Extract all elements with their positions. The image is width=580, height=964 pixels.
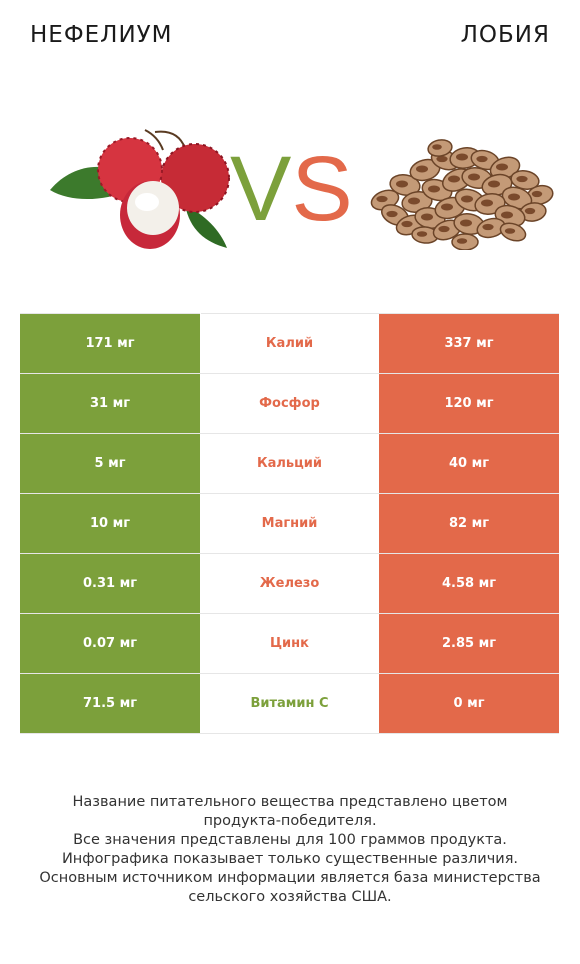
left-value: 5 мг: [20, 433, 201, 494]
footer-line: Инфографика показывает только существенн…: [61, 851, 519, 867]
nutrient-row: 5 мг Кальций 40 мг: [20, 433, 559, 494]
footer-line: сельского хозяйства США.: [188, 889, 392, 905]
nutrient-name: Цинк: [200, 613, 379, 674]
lychee-image: [50, 129, 230, 249]
footer-note: Название питательного вещества представл…: [20, 793, 560, 907]
comparison-table: 171 мг Калий 337 мг 31 мг Фосфор 120 мг 5 мг Ка…: [20, 313, 559, 734]
vs-label: VS: [230, 138, 353, 228]
left-value: 171 мг: [20, 313, 201, 374]
right-value: 4.58 мг: [378, 553, 559, 614]
left-value: 31 мг: [20, 373, 201, 434]
beans-image: [370, 139, 554, 250]
footer-line: Все значения представлены для 100 граммо…: [73, 832, 507, 848]
nutrient-row: 0.31 мг Железо 4.58 мг: [20, 553, 559, 614]
footer-line: Название питательного вещества представл…: [72, 794, 508, 810]
right-value: 40 мг: [378, 433, 559, 494]
footer-line: продукта-победителя.: [203, 813, 377, 829]
nutrient-row: 171 мг Калий 337 мг: [20, 313, 559, 374]
nutrient-name: Кальций: [200, 433, 379, 494]
nutrient-name: Калий: [200, 313, 379, 374]
left-value: 0.07 мг: [20, 613, 201, 674]
right-value: 0 мг: [378, 673, 559, 734]
right-value: 120 мг: [378, 373, 559, 434]
footer-line: Основным источником информации является …: [39, 870, 541, 886]
nutrient-name: Магний: [200, 493, 379, 554]
nutrient-name: Железо: [200, 553, 379, 614]
right-value: 337 мг: [378, 313, 559, 374]
nutrient-row: 0.07 мг Цинк 2.85 мг: [20, 613, 559, 674]
left-value: 71.5 мг: [20, 673, 201, 734]
right-value: 2.85 мг: [378, 613, 559, 674]
svg-text:VS: VS: [230, 138, 353, 228]
nutrient-name: Фосфор: [200, 373, 379, 434]
left-food-title: НЕФЕЛИУМ: [30, 22, 173, 48]
left-value: 10 мг: [20, 493, 201, 554]
right-value: 82 мг: [378, 493, 559, 554]
nutrient-row: 10 мг Магний 82 мг: [20, 493, 559, 554]
right-food-title: ЛОБИЯ: [460, 22, 550, 48]
nutrient-row: 31 мг Фосфор 120 мг: [20, 373, 559, 434]
left-value: 0.31 мг: [20, 553, 201, 614]
nutrient-name: Витамин C: [200, 673, 379, 734]
